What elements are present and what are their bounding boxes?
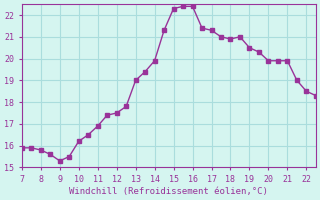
X-axis label: Windchill (Refroidissement éolien,°C): Windchill (Refroidissement éolien,°C) <box>69 187 268 196</box>
